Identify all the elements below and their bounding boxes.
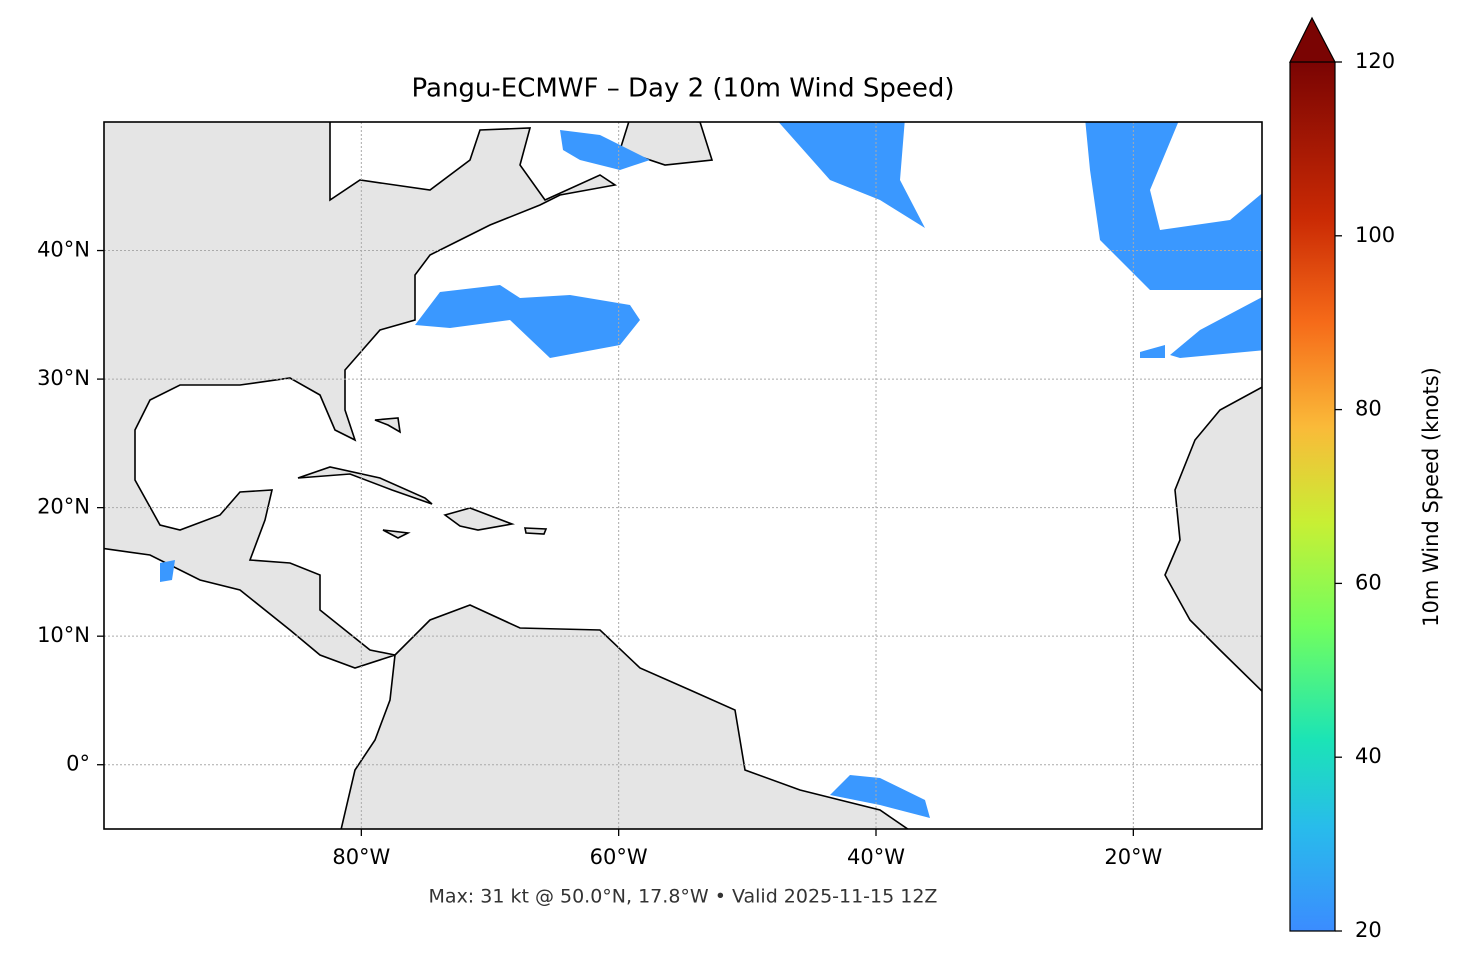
x-tick-label: 60°W <box>590 845 648 869</box>
colorbar-tick-label: 100 <box>1355 223 1395 247</box>
colorbar-tick-label: 120 <box>1355 49 1395 73</box>
south-america <box>340 604 910 829</box>
colorbar-extend <box>1289 16 1336 63</box>
colorbar-tick-label: 60 <box>1355 570 1382 594</box>
x-tick-label: 80°W <box>332 845 390 869</box>
footer-note: Max: 31 kt @ 50.0°N, 17.8°W • Valid 2025… <box>429 886 938 908</box>
x-tick-label: 20°W <box>1104 845 1162 869</box>
map-area <box>104 122 1262 829</box>
colorbar <box>1290 62 1335 931</box>
map-title: Pangu-ECMWF – Day 2 (10m Wind Speed) <box>412 74 955 104</box>
y-tick-label: 10°N <box>37 623 90 647</box>
colorbar-tick-label: 80 <box>1355 397 1382 421</box>
wind-swath <box>1140 297 1262 358</box>
jamaica <box>382 529 411 539</box>
wind-swath <box>415 285 640 358</box>
colorbar-label: 10m Wind Speed (knots) <box>1419 367 1443 627</box>
cuba <box>297 466 433 505</box>
wind-swath <box>830 775 930 818</box>
colorbar-tick-label: 20 <box>1355 918 1382 942</box>
y-tick-label: 40°N <box>37 238 90 262</box>
colorbar-frame <box>1289 62 1336 932</box>
puerto-rico <box>524 527 548 535</box>
newfoundland <box>619 122 714 166</box>
y-tick-label: 20°N <box>37 495 90 519</box>
africa <box>1164 386 1262 693</box>
wind-swath <box>160 560 175 582</box>
map-frame <box>103 121 1263 830</box>
wind-swath <box>778 122 925 228</box>
wind-swath <box>560 130 650 170</box>
colorbar-tick-label: 40 <box>1355 744 1382 768</box>
grid <box>104 122 1262 829</box>
y-tick-label: 0° <box>66 752 90 776</box>
y-tick-label: 30°N <box>37 366 90 390</box>
hispaniola <box>443 507 515 531</box>
north-america <box>104 122 618 669</box>
x-tick-label: 40°W <box>847 845 905 869</box>
bahamas <box>374 417 402 434</box>
wind-swath <box>1085 122 1262 290</box>
